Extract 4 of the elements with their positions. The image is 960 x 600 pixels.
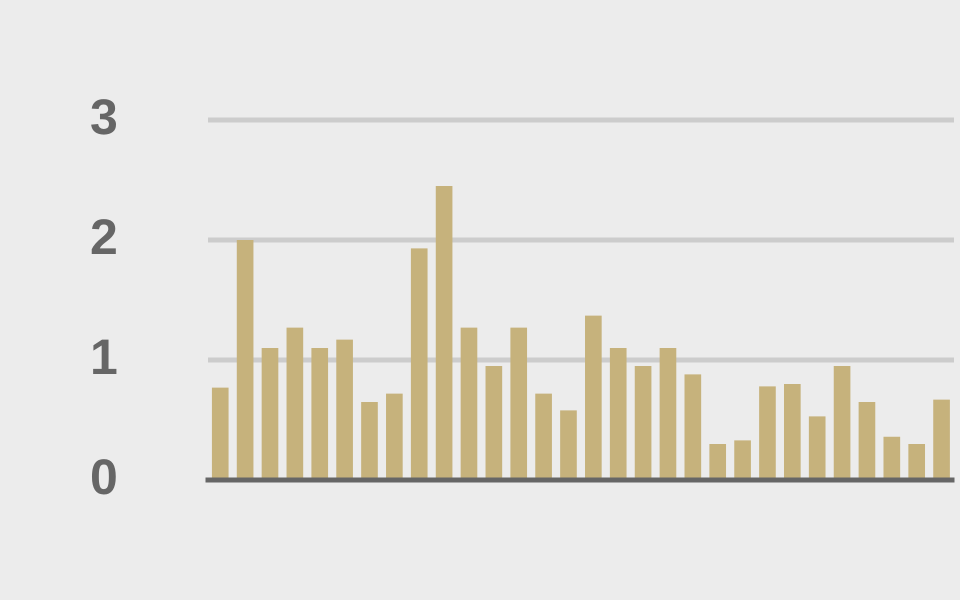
y-tick-label: 3 <box>90 88 118 145</box>
y-tick-label: 2 <box>90 208 118 265</box>
y-tick-label: 0 <box>90 448 118 505</box>
y-tick-label: 1 <box>90 328 118 385</box>
